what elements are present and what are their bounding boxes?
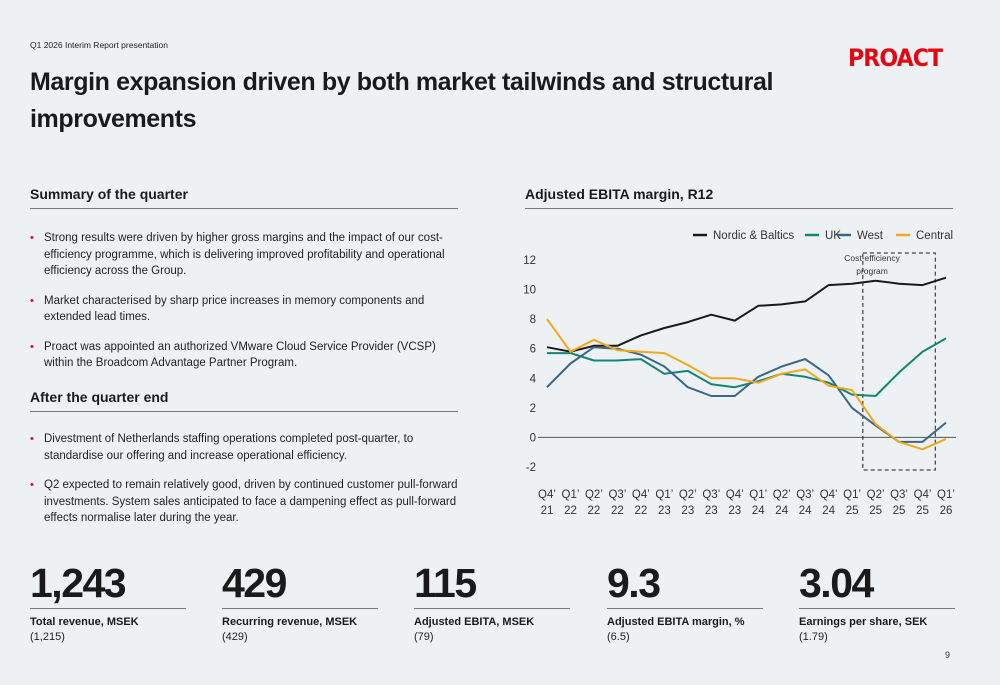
- kpi-previous: (1,215): [30, 631, 65, 643]
- x-tick-label: Q1’: [562, 489, 580, 501]
- y-tick-label: -2: [526, 462, 536, 474]
- x-tick-label: 22: [588, 505, 601, 517]
- summary-bullet: Strong results were driven by higher gro…: [30, 230, 458, 280]
- series-line-uk: [547, 337, 947, 397]
- x-tick-label: Q1’: [937, 489, 955, 501]
- y-tick-label: 12: [523, 255, 536, 267]
- cost-efficiency-program-box: [862, 252, 936, 471]
- kpi-value: 115: [414, 560, 570, 609]
- y-tick-label: 0: [530, 432, 536, 444]
- x-tick-label: Q3’: [608, 489, 626, 501]
- report-context: Q1 2026 Interim Report presentation: [30, 40, 168, 50]
- x-tick-label: Q3’: [796, 489, 814, 501]
- page-title: Margin expansion driven by both market t…: [30, 68, 774, 133]
- kpi-recurring-revenue: 429 Recurring revenue, MSEK (429): [222, 560, 378, 643]
- kpi-ebita-margin: 9.3 Adjusted EBITA margin, % (6.5): [607, 560, 763, 643]
- summary-bullet: Proact was appointed an authorized VMwar…: [30, 339, 458, 372]
- x-tick-label: Q4’: [538, 489, 556, 501]
- legend-label: UK: [825, 230, 841, 242]
- x-tick-label: 24: [775, 505, 788, 517]
- kpi-label: Earnings per share, SEK: [799, 616, 928, 628]
- x-tick-label: 23: [705, 505, 718, 517]
- x-tick-label: Q1’: [655, 489, 673, 501]
- ebita-margin-chart: 12 10 8 6 4 2 0 -2 Q4’ 21 Q1’ 22 Q2’ 22 Q3’ 22 Q4’ 22 Q1’ 2…: [523, 230, 956, 517]
- summary-bullets: Strong results were driven by higher gro…: [30, 230, 458, 385]
- x-tick-label: 23: [658, 505, 671, 517]
- after-quarter-bullet: Q2 expected to remain relatively good, d…: [30, 477, 458, 527]
- kpi-value: 429: [222, 560, 378, 609]
- series-line-central: [546, 318, 947, 451]
- after-quarter-heading: After the quarter end: [30, 389, 458, 412]
- after-quarter-bullet: Divestment of Netherlands staffing opera…: [30, 431, 458, 464]
- x-tick-label: Q1’: [749, 489, 767, 501]
- y-tick-label: 2: [530, 403, 536, 415]
- after-quarter-bullets: Divestment of Netherlands staffing opera…: [30, 431, 458, 540]
- x-tick-label: 21: [541, 505, 554, 517]
- x-tick-label: Q4’: [820, 489, 838, 501]
- x-tick-label: Q4’: [914, 489, 932, 501]
- x-tick-label: 25: [846, 505, 859, 517]
- x-tick-label: 22: [564, 505, 577, 517]
- y-tick-label: 10: [523, 285, 536, 297]
- kpi-adjusted-ebita: 115 Adjusted EBITA, MSEK (79): [414, 560, 570, 643]
- kpi-earnings-per-share: 3.04 Earnings per share, SEK (1.79): [799, 560, 955, 643]
- x-tick-label: Q4’: [726, 489, 744, 501]
- page-number: 9: [945, 650, 951, 660]
- y-tick-label: 6: [530, 344, 536, 356]
- legend-label: Nordic & Baltics: [713, 230, 794, 242]
- summary-bullet: Market characterised by sharp price incr…: [30, 293, 458, 326]
- x-tick-label: 24: [822, 505, 835, 517]
- kpi-previous: (6.5): [607, 631, 630, 643]
- kpi-label: Recurring revenue, MSEK: [222, 616, 358, 628]
- x-tick-label: 25: [893, 505, 906, 517]
- kpi-label: Adjusted EBITA, MSEK: [414, 616, 535, 628]
- x-tick-label: 22: [634, 505, 647, 517]
- kpi-value: 3.04: [799, 560, 955, 609]
- x-tick-label: 23: [681, 505, 694, 517]
- kpi-value: 9.3: [607, 560, 763, 609]
- x-tick-label: Q2’: [679, 489, 697, 501]
- series-line-nordic-baltics: [546, 276, 947, 353]
- x-tick-label: Q2’: [585, 489, 603, 501]
- x-tick-label: 23: [728, 505, 741, 517]
- chart-heading: Adjusted EBITA margin, R12: [525, 186, 953, 209]
- legend-label: Central: [916, 230, 953, 242]
- annotation-label: program: [856, 266, 888, 276]
- x-tick-label: 26: [940, 505, 953, 517]
- kpi-previous: (1.79): [799, 631, 828, 643]
- legend-label: West: [857, 230, 884, 242]
- proact-logo: PROACT: [848, 44, 943, 72]
- annotation-label: Cost-efficiency: [844, 253, 900, 263]
- kpi-previous: (429): [222, 631, 248, 643]
- x-tick-label: Q2’: [773, 489, 791, 501]
- y-tick-label: 8: [530, 314, 536, 326]
- kpi-previous: (79): [414, 631, 434, 643]
- kpi-label: Adjusted EBITA margin, %: [607, 616, 745, 628]
- x-tick-label: 25: [869, 505, 882, 517]
- x-tick-label: 24: [752, 505, 765, 517]
- x-tick-label: 25: [916, 505, 929, 517]
- kpi-value: 1,243: [30, 560, 186, 609]
- x-tick-label: 24: [799, 505, 812, 517]
- kpi-label: Total revenue, MSEK: [30, 616, 139, 628]
- x-tick-label: Q3’: [702, 489, 720, 501]
- x-tick-label: Q1’: [843, 489, 861, 501]
- y-tick-label: 4: [530, 373, 537, 385]
- x-tick-label: 22: [611, 505, 624, 517]
- x-tick-label: Q4’: [632, 489, 650, 501]
- x-tick-label: Q3’: [890, 489, 908, 501]
- x-tick-label: Q2’: [867, 489, 885, 501]
- kpi-total-revenue: 1,243 Total revenue, MSEK (1,215): [30, 560, 186, 643]
- summary-heading: Summary of the quarter: [30, 186, 458, 209]
